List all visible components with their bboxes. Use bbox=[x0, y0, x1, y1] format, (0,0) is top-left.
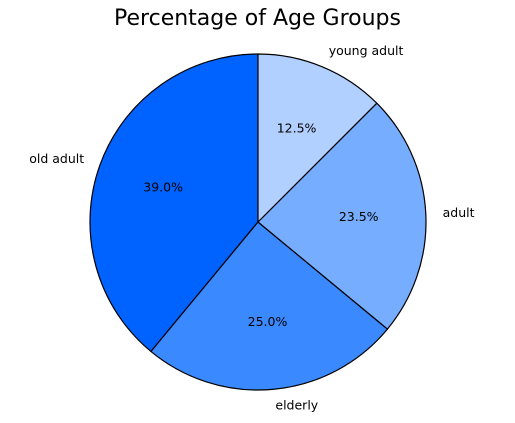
pct-label-adult: 23.5% bbox=[339, 209, 379, 224]
pie-labels: old adult 39.0% elderly 25.0% adult 23.5% youn… bbox=[29, 43, 474, 413]
slice-label-adult: adult bbox=[443, 205, 475, 220]
slice-label-old-adult: old adult bbox=[29, 151, 84, 166]
chart-title: Percentage of Age Groups bbox=[114, 6, 401, 31]
pct-label-young-adult: 12.5% bbox=[277, 120, 317, 135]
pct-label-elderly: 25.0% bbox=[248, 314, 288, 329]
slice-label-elderly: elderly bbox=[275, 397, 318, 412]
slice-label-young-adult: young adult bbox=[329, 43, 404, 58]
pie-slice-adult bbox=[257, 102, 427, 330]
pie-slice-young-adult bbox=[257, 53, 378, 223]
pct-label-old-adult: 39.0% bbox=[143, 179, 183, 194]
pie-slices bbox=[89, 53, 427, 391]
pie-slice-old-adult bbox=[89, 53, 259, 353]
pie-slice-elderly bbox=[150, 221, 389, 391]
